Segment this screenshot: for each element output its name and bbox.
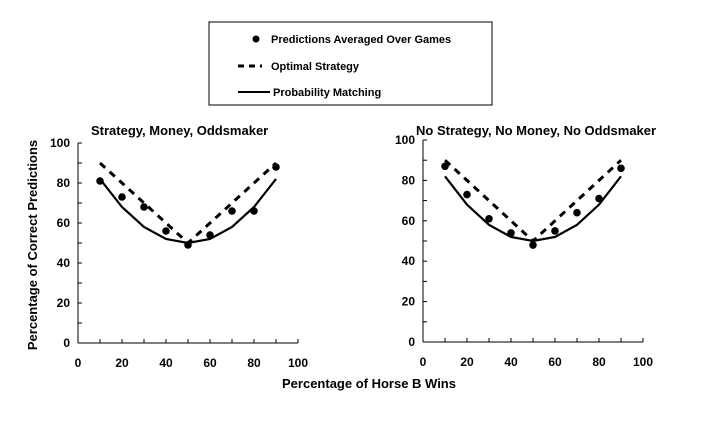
data-point — [441, 162, 449, 171]
y-tick-label: 100 — [50, 136, 70, 150]
x-tick-label: 80 — [592, 355, 606, 369]
y-tick-label: 0 — [408, 335, 415, 349]
panel-right: No Strategy, No Money, No Oddsmaker 0 20 4… — [395, 123, 656, 369]
legend-marker-dot — [252, 35, 260, 43]
y-tick-label: 80 — [402, 173, 416, 187]
x-tick-label: 80 — [247, 356, 261, 370]
legend: Predictions Averaged Over Games Optimal … — [208, 21, 493, 106]
panel-left: Strategy, Money, Oddsmaker 0204060801000… — [50, 123, 308, 370]
data-point — [529, 241, 537, 249]
data-point — [162, 227, 170, 235]
x-tick-label: 60 — [203, 356, 217, 370]
optimal-strategy-line — [98, 161, 278, 246]
y-tick-label: 20 — [57, 296, 71, 310]
data-point — [617, 164, 625, 173]
chart-title-right: No Strategy, No Money, No Oddsmaker — [416, 123, 656, 138]
data-point — [228, 207, 236, 215]
probability-matching-line — [444, 175, 622, 243]
y-axis-label: Percentage of Correct Predictions — [25, 140, 40, 350]
y-tick-label: 100 — [395, 133, 415, 147]
axes-left: 0 20 40 60 80 100 0 20 40 60 80 100 — [50, 136, 308, 370]
x-tick-label: 60 — [548, 355, 562, 369]
data-point — [140, 203, 148, 211]
x-axis-label: Percentage of Horse B Wins — [282, 376, 456, 391]
x-tick-label: 0 — [75, 356, 82, 370]
marks-right — [441, 159, 625, 249]
probability-matching-line — [99, 178, 277, 245]
x-tick-label: 100 — [288, 356, 308, 370]
y-tick-label: 40 — [402, 254, 416, 268]
y-tick-label: 60 — [402, 214, 416, 228]
legend-frame — [208, 21, 493, 106]
y-tick-label: 20 — [402, 295, 416, 309]
data-point — [463, 190, 471, 199]
x-tick-label: 20 — [115, 356, 129, 370]
data-point — [485, 214, 493, 223]
y-tick-label: 40 — [57, 256, 71, 270]
chart-title-left: Strategy, Money, Oddsmaker — [91, 123, 268, 138]
y-tick-label: 60 — [57, 216, 71, 230]
x-tick-label: 20 — [460, 355, 474, 369]
x-tick-label: 40 — [159, 356, 173, 370]
optimal-strategy-line — [443, 159, 623, 244]
y-tick-label: 0 — [63, 336, 70, 350]
data-point — [551, 227, 559, 235]
marks-left — [96, 161, 280, 249]
data-point — [118, 193, 126, 201]
x-tick-label: 0 — [420, 355, 427, 369]
y-tick-label: 80 — [57, 176, 71, 190]
x-tick-label: 40 — [504, 355, 518, 369]
data-point — [573, 208, 581, 217]
axes-right: 0 20 40 60 80 100 0 20 40 60 80 100 — [395, 133, 653, 369]
legend-label-optimal-strategy: Optimal Strategy — [271, 61, 360, 73]
legend-label-probability-matching: Probability Matching — [273, 87, 381, 99]
x-tick-label: 100 — [633, 355, 653, 369]
legend-label-predictions: Predictions Averaged Over Games — [271, 34, 451, 46]
